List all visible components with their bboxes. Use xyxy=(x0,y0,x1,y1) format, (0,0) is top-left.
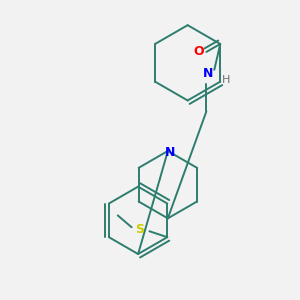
Text: N: N xyxy=(165,146,175,160)
Text: S: S xyxy=(135,223,144,236)
Text: N: N xyxy=(203,67,214,80)
Text: H: H xyxy=(222,75,230,85)
Text: O: O xyxy=(193,45,204,58)
